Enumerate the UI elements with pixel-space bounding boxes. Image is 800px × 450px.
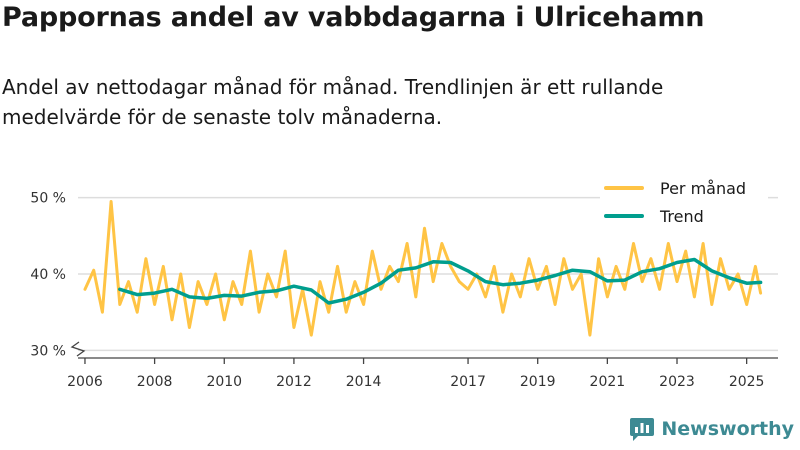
- x-tick-label: 2014: [346, 374, 382, 390]
- x-tick-label: 2023: [659, 374, 695, 390]
- chart-title: Pappornas andel av vabbdagarna i Ulriceh…: [2, 2, 705, 33]
- newsworthy-logo-icon: [630, 418, 655, 441]
- x-tick-label: 2010: [206, 374, 242, 390]
- chart-subtitle: Andel av nettodagar månad för månad. Tre…: [2, 75, 664, 129]
- series-trend-line: [118, 257, 763, 305]
- x-tick-label: 2021: [590, 374, 626, 390]
- newsworthy-logo: Newsworthy: [629, 416, 794, 442]
- y-tick-label: 50 %: [30, 191, 66, 207]
- x-tick-label: 2012: [276, 374, 312, 390]
- x-tick-label: 2006: [67, 374, 103, 390]
- series-per-month-line: [83, 200, 763, 337]
- x-tick-label: 2019: [520, 374, 556, 390]
- x-tick-label: 2008: [137, 374, 173, 390]
- y-tick-label: 30 %: [30, 343, 66, 359]
- x-tick-label: 2025: [729, 374, 765, 390]
- brand-name: Newsworthy: [661, 418, 794, 440]
- legend-label: Per månad: [660, 179, 746, 198]
- legend-label: Trend: [659, 207, 704, 226]
- axis-break-icon: [70, 341, 86, 357]
- legend-box: [600, 176, 768, 232]
- x-tick-label: 2017: [450, 374, 486, 390]
- y-tick-label: 40 %: [30, 267, 66, 283]
